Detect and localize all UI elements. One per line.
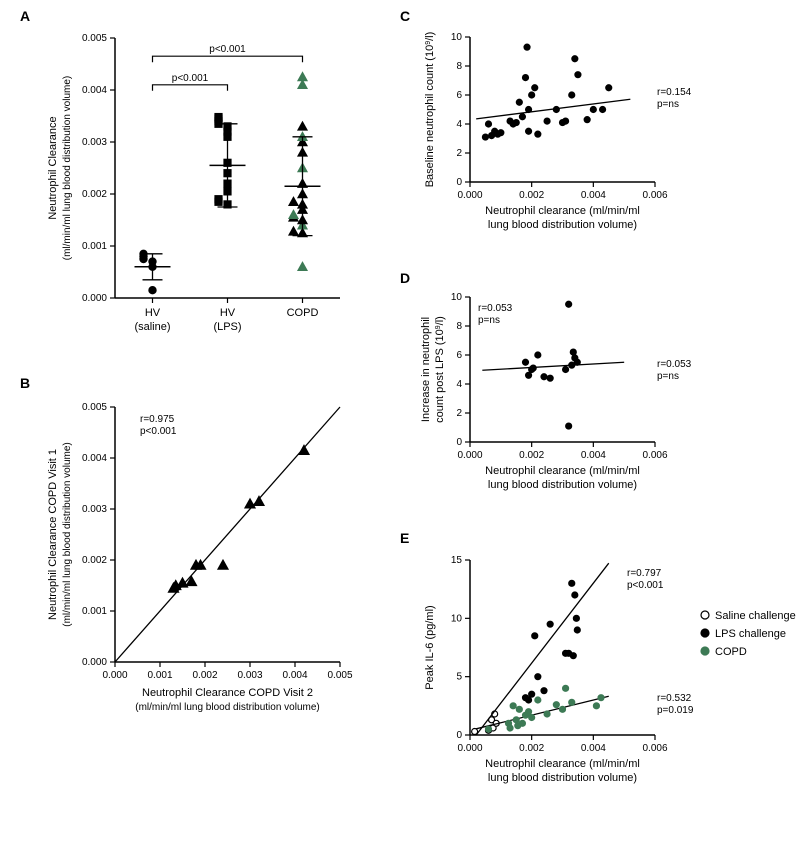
svg-text:4: 4 [456, 119, 462, 130]
svg-text:lung blood distribution volume: lung blood distribution volume) [488, 772, 637, 784]
panel-e-label: E [400, 530, 409, 546]
panel-b-label: B [20, 375, 30, 391]
svg-text:6: 6 [456, 90, 462, 101]
svg-text:HV: HV [145, 307, 161, 319]
svg-text:0.001: 0.001 [147, 670, 172, 681]
svg-text:Neutrophil Clearance: Neutrophil Clearance [47, 116, 59, 219]
svg-text:Saline challenge: Saline challenge [715, 610, 796, 622]
svg-text:Increase in neutrophil: Increase in neutrophil [420, 317, 432, 422]
svg-text:p<0.001: p<0.001 [627, 580, 664, 591]
svg-text:p<0.001: p<0.001 [172, 73, 209, 84]
svg-text:0: 0 [456, 730, 462, 741]
svg-text:10: 10 [451, 292, 463, 303]
svg-text:0.000: 0.000 [82, 657, 107, 668]
svg-text:0.002: 0.002 [519, 450, 544, 461]
svg-text:(saline): (saline) [134, 321, 170, 333]
svg-text:r=0.154: r=0.154 [657, 87, 692, 98]
svg-text:5: 5 [456, 672, 462, 683]
svg-text:0.001: 0.001 [82, 241, 107, 252]
svg-text:0.005: 0.005 [82, 402, 107, 413]
svg-text:0.000: 0.000 [82, 293, 107, 304]
svg-text:p=ns: p=ns [657, 371, 679, 382]
svg-text:p=0.019: p=0.019 [657, 705, 694, 716]
panel-c-label: C [400, 8, 410, 24]
svg-text:0.000: 0.000 [457, 190, 482, 201]
svg-text:Neutrophil Clearance COPD Visi: Neutrophil Clearance COPD Visit 1 [47, 449, 59, 620]
svg-text:p=ns: p=ns [478, 315, 500, 326]
svg-text:0.004: 0.004 [282, 670, 307, 681]
svg-text:8: 8 [456, 321, 462, 332]
svg-text:Neutrophil clearance (ml/min/m: Neutrophil clearance (ml/min/ml [485, 205, 640, 217]
svg-text:10: 10 [451, 613, 463, 624]
svg-text:8: 8 [456, 61, 462, 72]
svg-text:0.006: 0.006 [642, 743, 667, 754]
svg-text:6: 6 [456, 350, 462, 361]
svg-text:0.004: 0.004 [82, 453, 107, 464]
svg-text:(LPS): (LPS) [213, 321, 241, 333]
panel-a-label: A [20, 8, 30, 24]
svg-text:0.002: 0.002 [82, 555, 107, 566]
svg-text:0.004: 0.004 [581, 190, 606, 201]
svg-text:r=0.975: r=0.975 [140, 414, 175, 425]
svg-text:r=0.053: r=0.053 [657, 359, 692, 370]
svg-text:2: 2 [456, 408, 462, 419]
svg-text:4: 4 [456, 379, 462, 390]
svg-text:0.006: 0.006 [642, 450, 667, 461]
svg-text:0.000: 0.000 [457, 743, 482, 754]
svg-text:0.002: 0.002 [519, 743, 544, 754]
svg-text:0.003: 0.003 [237, 670, 262, 681]
svg-text:0.002: 0.002 [192, 670, 217, 681]
svg-text:0.004: 0.004 [82, 85, 107, 96]
figure-root: A B C D E 0.000 0.001 0.002 0.003 0.004 0.005… [0, 0, 799, 853]
svg-text:(ml/min/ml lung blood distribu: (ml/min/ml lung blood distribution volum… [135, 702, 320, 713]
svg-text:LPS challenge: LPS challenge [715, 628, 786, 640]
svg-text:(ml/min/ml lung blood distribu: (ml/min/ml lung blood distribution volum… [62, 76, 73, 261]
svg-text:0.005: 0.005 [327, 670, 352, 681]
svg-text:0.002: 0.002 [82, 189, 107, 200]
svg-text:0.005: 0.005 [82, 33, 107, 44]
svg-text:0.000: 0.000 [102, 670, 127, 681]
svg-text:0.004: 0.004 [581, 450, 606, 461]
svg-text:(ml/min/ml lung blood distribu: (ml/min/ml lung blood distribution volum… [62, 442, 73, 627]
svg-text:0.002: 0.002 [519, 190, 544, 201]
panel-a: 0.000 0.001 0.002 0.003 0.004 0.005 Neutrophil… [40, 20, 360, 360]
svg-text:lung blood distribution volume: lung blood distribution volume) [488, 219, 637, 231]
svg-text:0.003: 0.003 [82, 504, 107, 515]
svg-text:p=ns: p=ns [657, 99, 679, 110]
svg-text:0: 0 [456, 177, 462, 188]
svg-text:Neutrophil Clearance COPD Visi: Neutrophil Clearance COPD Visit 2 [142, 687, 313, 699]
svg-text:Baseline neutrophil count (109: Baseline neutrophil count (109/l) [424, 32, 436, 188]
svg-text:p<0.001: p<0.001 [140, 426, 177, 437]
svg-text:0.006: 0.006 [642, 190, 667, 201]
svg-text:r=0.053: r=0.053 [478, 303, 513, 314]
panel-b: 0.000 0.001 0.002 0.003 0.004 0.005 0.000 0.001… [40, 395, 360, 735]
svg-text:0.004: 0.004 [581, 743, 606, 754]
svg-text:Neutrophil clearance (ml/min/m: Neutrophil clearance (ml/min/ml [485, 465, 640, 477]
svg-text:r=0.797: r=0.797 [627, 568, 662, 579]
svg-text:p<0.001: p<0.001 [209, 44, 246, 55]
panel-c: 0.000 0.002 0.004 0.006 0 2 4 6 8 10 Baseline neut… [415, 25, 685, 245]
svg-text:15: 15 [451, 555, 463, 566]
svg-text:2: 2 [456, 148, 462, 159]
svg-text:lung blood distribution volume: lung blood distribution volume) [488, 479, 637, 491]
panel-d-label: D [400, 270, 410, 286]
svg-text:10: 10 [451, 32, 463, 43]
svg-text:0: 0 [456, 437, 462, 448]
svg-text:r=0.532: r=0.532 [657, 693, 692, 704]
svg-text:0.003: 0.003 [82, 137, 107, 148]
svg-text:0.001: 0.001 [82, 606, 107, 617]
svg-text:COPD: COPD [287, 307, 319, 319]
panel-d: 0.000 0.002 0.004 0.006 0 2 4 6 8 10 Increase in n… [415, 285, 685, 505]
panel-e: 0.000 0.002 0.004 0.006 0 5 10 15 Peak IL-6 (pg/… [415, 548, 685, 798]
svg-text:0.000: 0.000 [457, 450, 482, 461]
svg-text:Peak IL-6 (pg/ml): Peak IL-6 (pg/ml) [424, 605, 436, 689]
svg-text:count post LPS (109/l): count post LPS (109/l) [434, 316, 446, 423]
svg-text:HV: HV [220, 307, 236, 319]
svg-text:COPD: COPD [715, 646, 747, 658]
svg-text:Neutrophil clearance (ml/min/m: Neutrophil clearance (ml/min/ml [485, 758, 640, 770]
